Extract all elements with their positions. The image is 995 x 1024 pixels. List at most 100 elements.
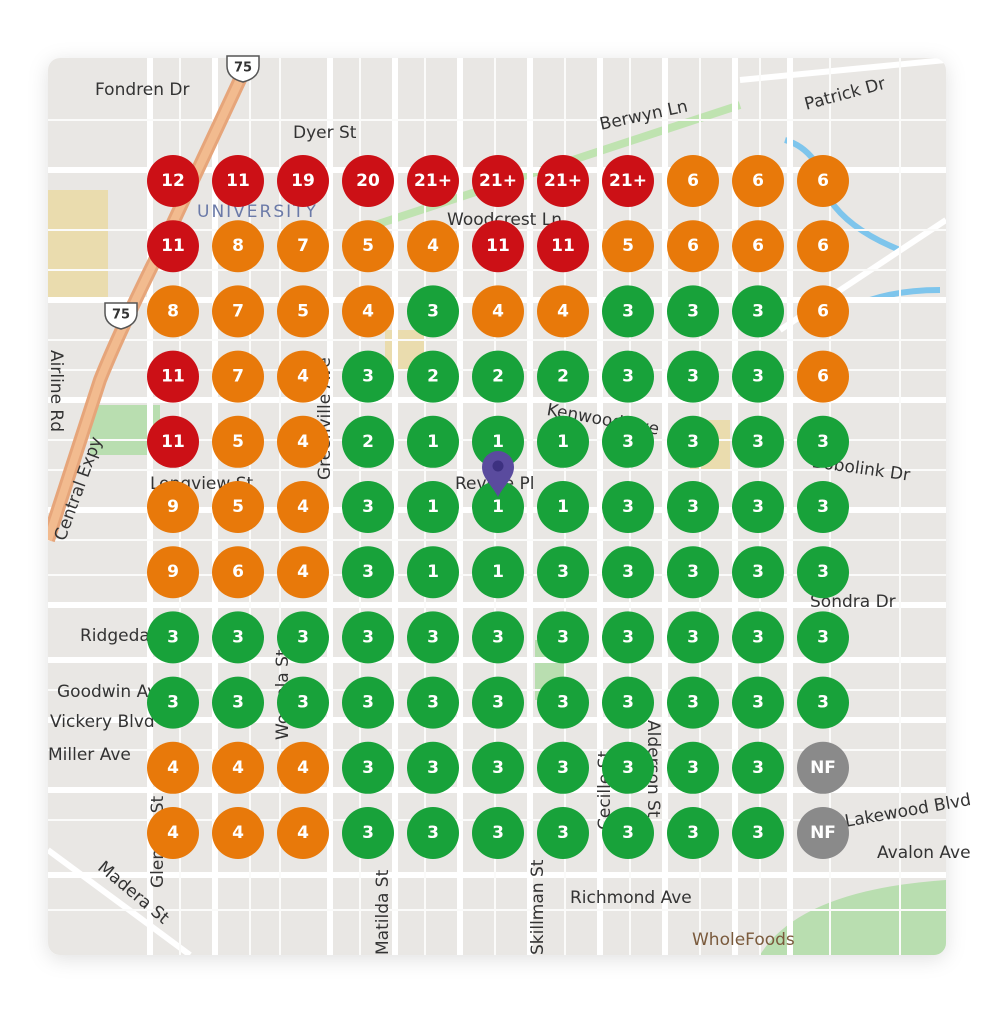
rank-label: 11 [226, 171, 250, 191]
rank-label: 3 [752, 497, 764, 517]
rank-label: 3 [557, 562, 569, 582]
rank-label: 3 [687, 693, 699, 713]
rank-label: 9 [167, 562, 179, 582]
rank-circle [537, 350, 589, 403]
rank-label: 4 [167, 758, 179, 778]
rank-label: 12 [161, 171, 185, 191]
rank-circle [342, 676, 394, 729]
rank-label: 3 [492, 823, 504, 843]
rank-circle [212, 220, 264, 273]
rank-circle [667, 415, 719, 468]
rank-label: 7 [232, 301, 244, 321]
rank-circle [277, 807, 329, 859]
rank-label: 3 [687, 758, 699, 778]
rank-label: 3 [362, 367, 374, 387]
rank-circle [472, 611, 524, 664]
rank-label: 5 [622, 236, 634, 256]
street-label: Matilda St [373, 869, 393, 955]
rank-circle [212, 481, 264, 533]
rank-circle [342, 611, 394, 664]
rank-label: 4 [297, 562, 309, 582]
street-label: Richmond Ave [570, 888, 692, 908]
street-label: Vickery Blvd [50, 712, 155, 732]
rank-label: 3 [622, 693, 634, 713]
rank-label: 4 [232, 758, 244, 778]
street-label: Ridgedale [80, 626, 165, 646]
rank-label: 3 [622, 301, 634, 321]
rank-circle [407, 285, 459, 338]
rank-label: 4 [427, 236, 439, 256]
rank-circle [602, 676, 654, 729]
street-label: Skillman St [528, 859, 548, 955]
rank-label: 6 [817, 236, 829, 256]
rank-label: 4 [297, 823, 309, 843]
rank-circle [732, 741, 784, 794]
rank-circle [277, 350, 329, 403]
shield-label: 75 [234, 61, 252, 76]
rank-label: 3 [362, 758, 374, 778]
rank-label: 3 [427, 758, 439, 778]
rank-circle [407, 741, 459, 794]
rank-circle [342, 285, 394, 338]
rank-circle [277, 546, 329, 599]
rank-label: 21+ [544, 171, 582, 191]
rank-label: 3 [752, 301, 764, 321]
rank-circle [147, 807, 199, 859]
rank-label: 3 [817, 432, 829, 452]
rank-circle [472, 676, 524, 729]
rank-label: 6 [752, 171, 764, 191]
highway-shield [226, 55, 260, 83]
rank-label: 6 [817, 171, 829, 191]
street-label: Sondra Dr [810, 592, 896, 612]
rank-circle [602, 155, 654, 207]
rank-circle [147, 415, 199, 468]
rank-label: 2 [557, 367, 569, 387]
rank-circle [732, 546, 784, 599]
rank-label: 7 [232, 367, 244, 387]
rank-label: 4 [492, 301, 504, 321]
rank-label: 3 [557, 758, 569, 778]
rank-circle [212, 155, 264, 207]
rank-label: 3 [817, 627, 829, 647]
rank-label: 21+ [414, 171, 452, 191]
rank-circle [472, 155, 524, 207]
rank-label: 3 [427, 301, 439, 321]
rank-circle [797, 155, 849, 207]
rank-circle [797, 220, 849, 273]
rank-circle [147, 155, 199, 207]
rank-circle [342, 350, 394, 403]
rank-circle [602, 415, 654, 468]
rank-label: 4 [557, 301, 569, 321]
rank-label: 3 [232, 627, 244, 647]
rank-label: 1 [492, 432, 504, 452]
street-label: UNIVERSITY [197, 202, 318, 222]
rank-label: 9 [167, 497, 179, 517]
rank-label: 6 [817, 367, 829, 387]
rank-label: 3 [687, 367, 699, 387]
rank-circle [667, 546, 719, 599]
rank-circle [602, 220, 654, 273]
rank-circle [602, 546, 654, 599]
rank-label: 19 [291, 171, 315, 191]
area [48, 190, 108, 300]
rank-label: 7 [297, 236, 309, 256]
rank-circle [667, 285, 719, 338]
rank-circle [537, 220, 589, 273]
rank-label: 3 [687, 432, 699, 452]
rank-circle [797, 611, 849, 664]
rank-circle [667, 676, 719, 729]
rank-circle [732, 415, 784, 468]
rank-label: 3 [817, 693, 829, 713]
rank-circle [407, 220, 459, 273]
rank-circle [732, 481, 784, 533]
rank-label: 3 [557, 693, 569, 713]
rank-circle [277, 481, 329, 533]
rank-label: 2 [492, 367, 504, 387]
street-label: Fondren Dr [95, 80, 189, 100]
rank-label: 3 [492, 693, 504, 713]
rank-label: 3 [622, 823, 634, 843]
rank-circle [602, 481, 654, 533]
rank-circle [277, 676, 329, 729]
map-pin [482, 451, 514, 497]
rank-circle [147, 350, 199, 403]
